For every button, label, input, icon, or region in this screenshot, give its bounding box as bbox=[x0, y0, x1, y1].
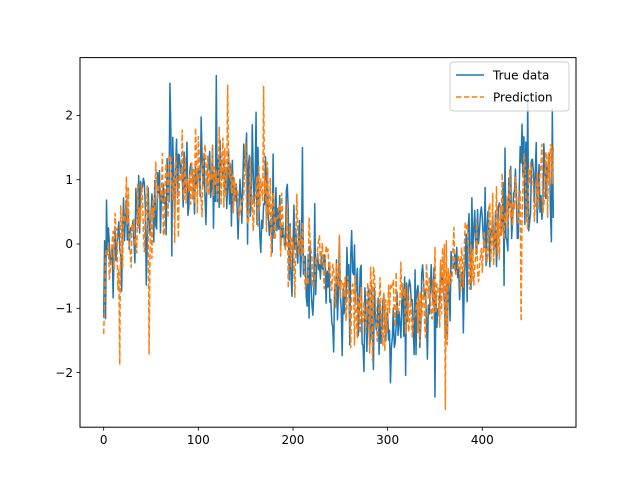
y-axis: −2 −1 0 1 2 bbox=[55, 109, 80, 380]
x-tick-label: 400 bbox=[471, 433, 494, 447]
plot-frame bbox=[79, 57, 577, 428]
legend-label-prediction: Prediction bbox=[493, 90, 553, 104]
x-tick-label: 100 bbox=[187, 433, 210, 447]
y-tick-label: −2 bbox=[55, 366, 73, 380]
series-line-prediction bbox=[102, 84, 555, 411]
x-axis: 0 100 200 300 400 bbox=[100, 427, 494, 447]
y-tick-label: 1 bbox=[65, 173, 73, 187]
series-line-true-data bbox=[102, 74, 555, 398]
legend-label-true-data: True data bbox=[492, 68, 549, 82]
legend: True data Prediction bbox=[449, 61, 570, 112]
y-tick-label: 2 bbox=[65, 109, 73, 123]
y-tick-label: 0 bbox=[65, 237, 73, 251]
y-tick-label: −1 bbox=[55, 301, 73, 315]
series-layer bbox=[102, 74, 555, 411]
x-tick-label: 200 bbox=[282, 433, 305, 447]
x-tick-label: 300 bbox=[376, 433, 399, 447]
x-tick-label: 0 bbox=[100, 433, 108, 447]
